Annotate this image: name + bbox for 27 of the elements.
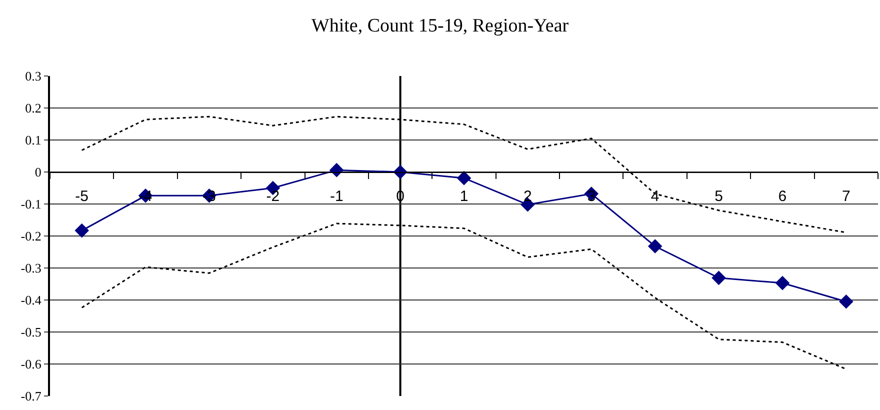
point <box>456 170 472 186</box>
point <box>329 162 344 178</box>
x-tick-label: 5 <box>714 188 723 205</box>
point <box>775 276 790 290</box>
chart-title: White, Count 15-19, Region-Year <box>311 15 570 36</box>
x-tick-label: 4 <box>650 188 660 205</box>
y-tick-label: 0.2 <box>25 100 42 116</box>
y-tick-label: -0.6 <box>20 356 42 372</box>
y-tick-label: -0.7 <box>20 388 42 404</box>
y-tick-label: -0.3 <box>20 260 42 276</box>
y-tick-label: -0.1 <box>20 196 42 212</box>
y-tick-label: 0 <box>34 164 42 180</box>
point <box>648 239 662 254</box>
x-tick-label: -2 <box>266 188 280 205</box>
y-tick-label: -0.4 <box>20 292 42 308</box>
y-tick-label: 0.1 <box>25 132 42 148</box>
point <box>74 223 89 238</box>
x-tick-label: -1 <box>330 188 344 205</box>
point <box>839 294 854 309</box>
point <box>712 270 726 286</box>
x-tick-label: 1 <box>460 188 468 205</box>
y-tick-label: -0.2 <box>20 228 42 244</box>
y-tick-label: -0.5 <box>20 324 42 340</box>
x-tick-label: -5 <box>75 188 89 205</box>
x-tick-label: 6 <box>778 188 787 205</box>
x-tick-label: 7 <box>842 188 850 205</box>
y-tick-label: 0.3 <box>25 68 42 84</box>
